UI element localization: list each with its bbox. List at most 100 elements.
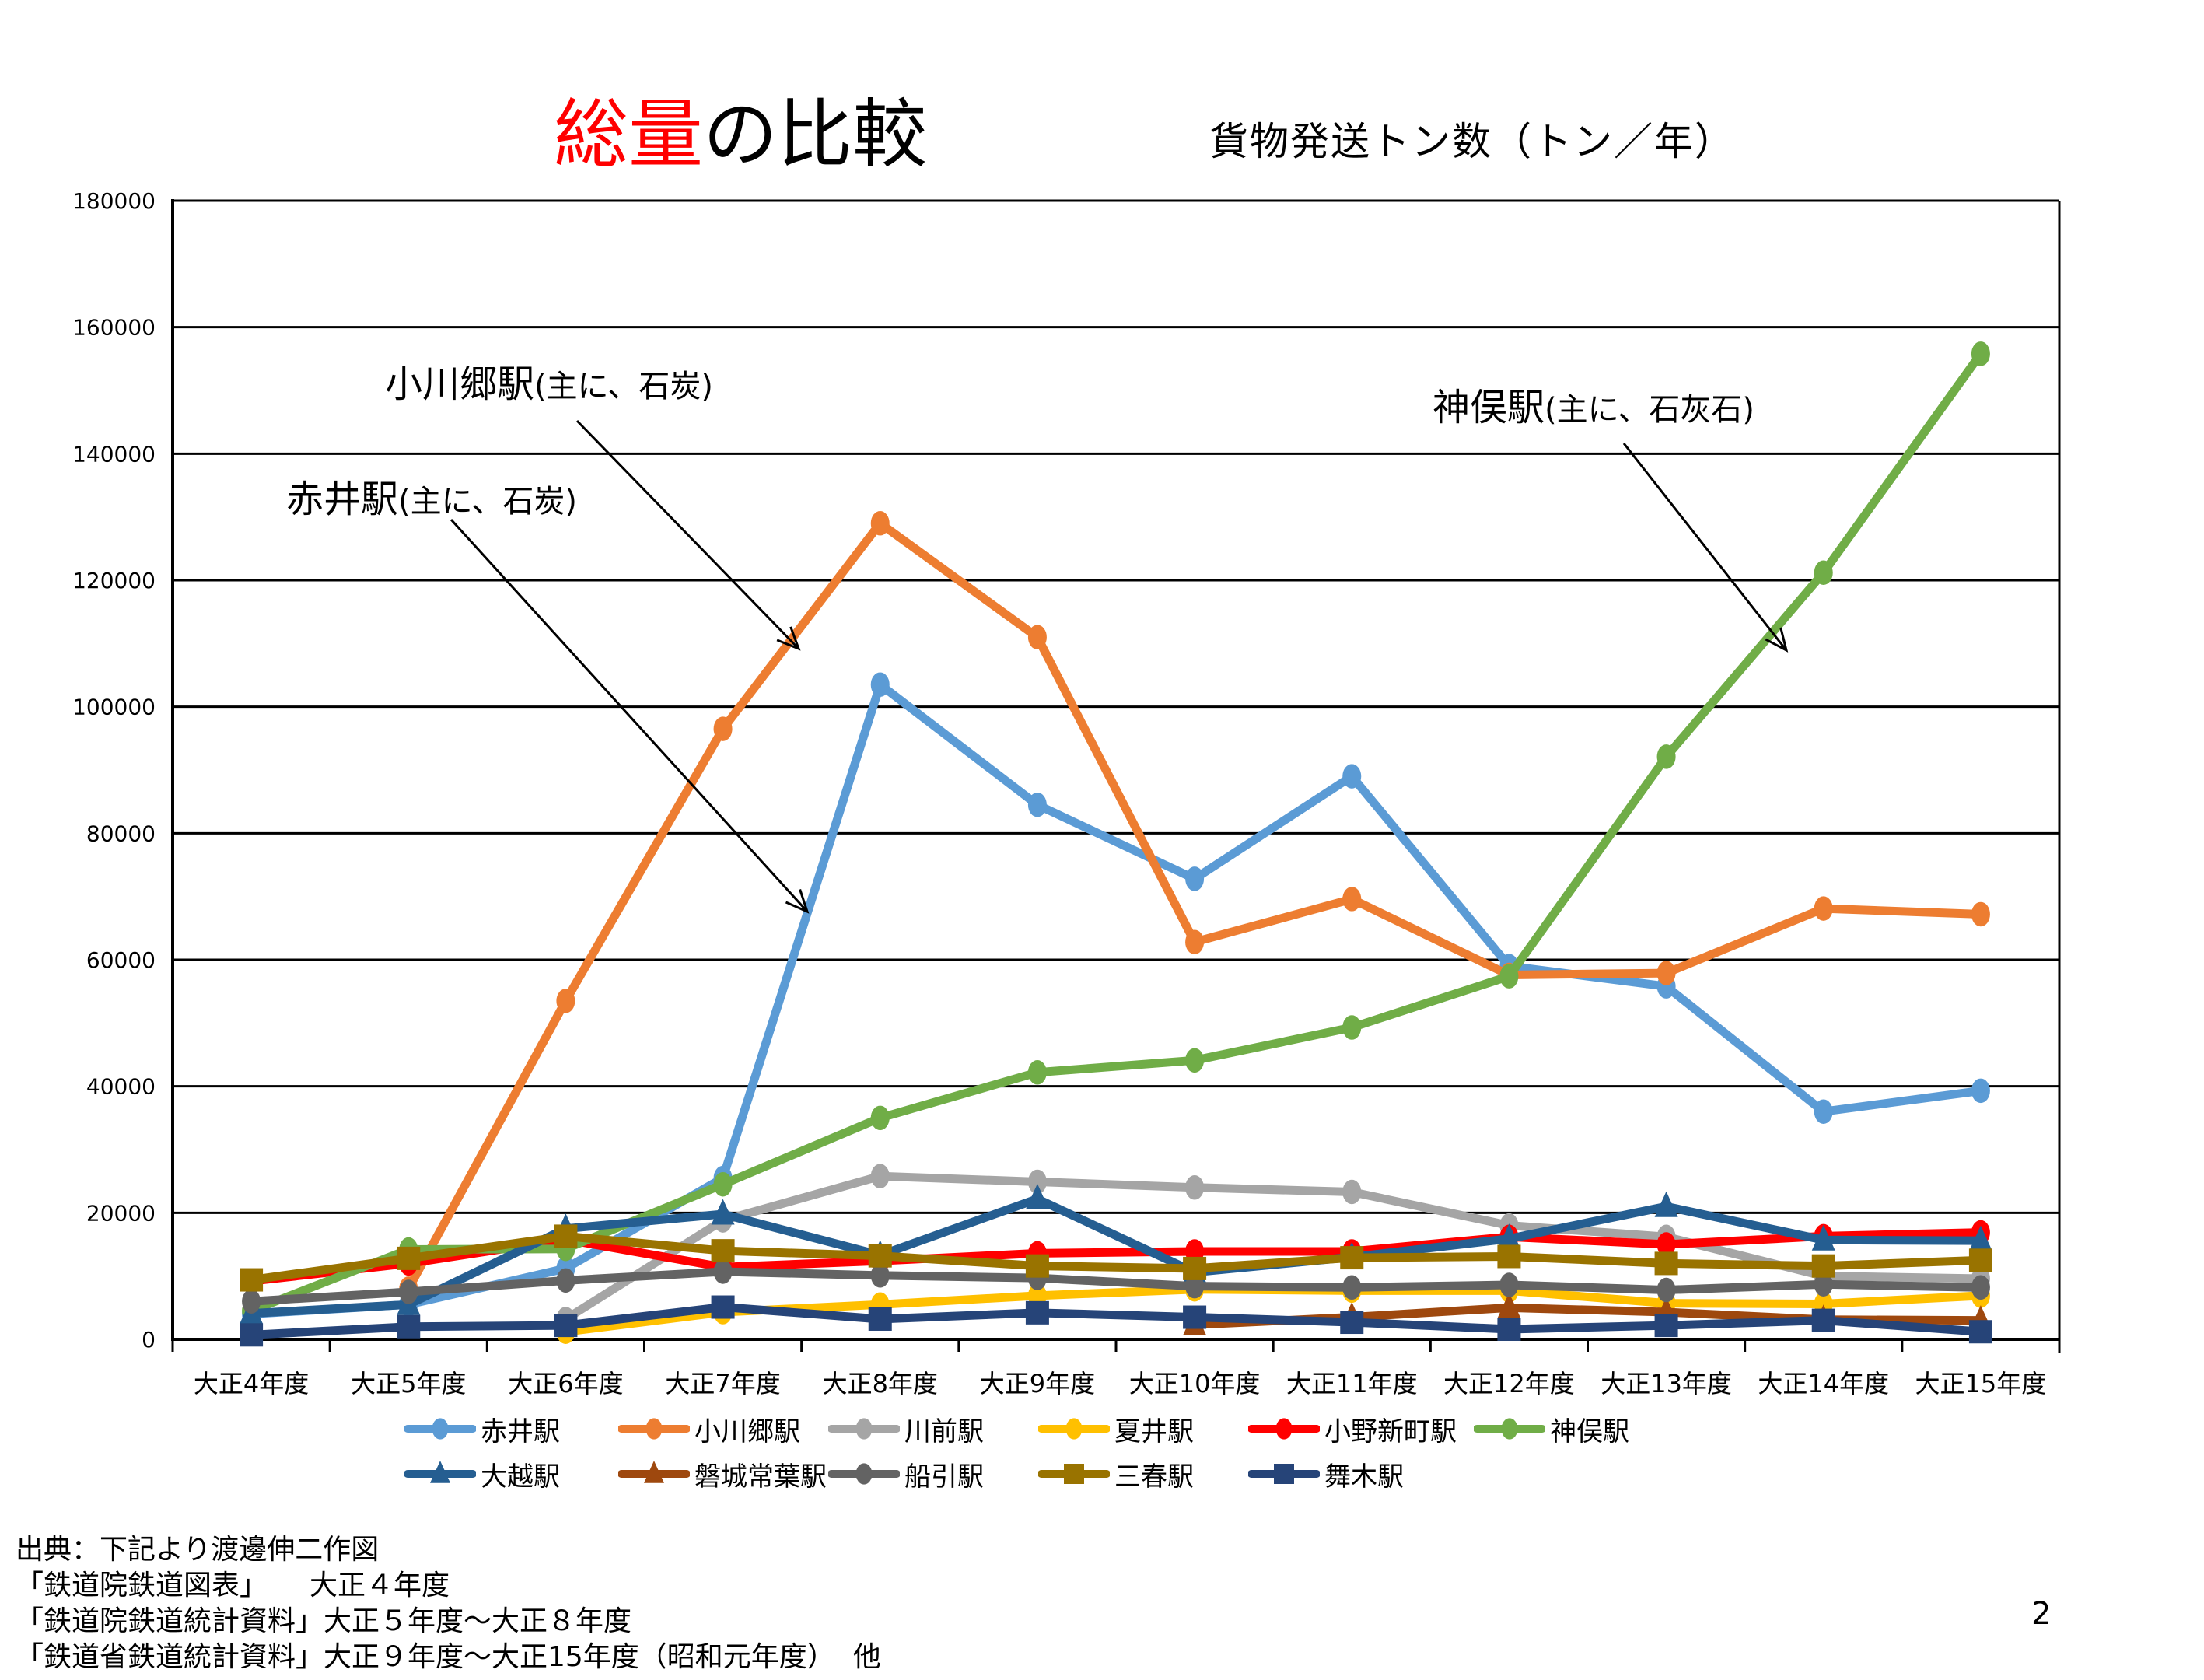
data-point (1027, 625, 1047, 649)
legend-marker (430, 1461, 450, 1483)
data-point (870, 1263, 890, 1288)
legend-swatch-icon (1248, 1464, 1320, 1484)
y-tick-label: 160000 (72, 315, 156, 341)
x-tick-label: 大正14年度 (1758, 1369, 1889, 1398)
series-line (404, 519, 1985, 1293)
annotation-note: (主に、石炭) (534, 369, 713, 404)
data-point (1814, 1272, 1833, 1297)
legend-label: 川前駅 (904, 1416, 984, 1447)
data-point (240, 1323, 264, 1347)
data-point (1342, 1275, 1362, 1300)
source-note: 出典：下記より渡邊伸二作図 「鉄道院鉄道図表」 大正４年度 「鉄道院鉄道統計資料… (16, 1532, 881, 1675)
data-point (1342, 764, 1362, 789)
legend-marker (855, 1463, 873, 1485)
legend-label: 大越駅 (481, 1461, 560, 1493)
annotation-note: (主に、石炭) (398, 484, 577, 520)
data-point (1811, 1308, 1835, 1332)
annotation-station: 赤井駅 (286, 478, 398, 521)
data-point (1656, 744, 1676, 769)
data-point (711, 1295, 735, 1319)
data-point (397, 1314, 421, 1339)
legend-item: 三春駅 (1038, 1454, 1194, 1493)
legend-label: 神俣駅 (1550, 1416, 1629, 1447)
data-point (1499, 964, 1519, 989)
legend-item: 夏井駅 (1038, 1409, 1194, 1448)
legend-item: 神俣駅 (1474, 1409, 1629, 1448)
source-heading: 出典：下記より渡邊伸二作図 (16, 1534, 380, 1566)
series-line (247, 1303, 1985, 1339)
legend-item: 小川郷駅 (618, 1409, 800, 1448)
data-point (711, 1239, 735, 1263)
legend-swatch-icon (828, 1463, 900, 1485)
page-number: 2 (2031, 1596, 2052, 1632)
x-tick-label: 大正5年度 (351, 1369, 466, 1398)
data-point (1183, 1305, 1207, 1329)
y-tick-label: 100000 (72, 695, 156, 720)
data-point (1811, 1224, 1835, 1251)
data-point (870, 1105, 890, 1131)
legend-swatch-icon (1038, 1464, 1110, 1484)
x-tick-label: 大正7年度 (665, 1369, 780, 1398)
legend-swatch-icon (1248, 1418, 1320, 1440)
data-point (713, 1259, 733, 1284)
data-point (1185, 866, 1205, 891)
data-point (1654, 1191, 1678, 1217)
series-line (247, 1231, 1985, 1285)
data-point (1497, 1317, 1521, 1341)
data-point (554, 1224, 578, 1248)
legend-marker (1065, 1418, 1083, 1440)
y-tick-label: 20000 (86, 1200, 156, 1226)
data-point (713, 716, 733, 741)
data-point (1025, 1300, 1049, 1325)
x-tick-label: 大正8年度 (823, 1369, 938, 1398)
data-point (1971, 341, 1990, 366)
annotation-station: 小川郷駅 (385, 362, 534, 406)
source-line: 「鉄道院鉄道図表」 大正４年度 (16, 1570, 450, 1601)
x-tick-label: 大正13年度 (1601, 1369, 1732, 1398)
legend-marker (1275, 1418, 1293, 1440)
data-point (399, 1279, 418, 1304)
x-tick-label: 大正11年度 (1286, 1369, 1418, 1398)
data-point (554, 1314, 578, 1338)
data-point (1814, 896, 1833, 921)
data-point (1342, 887, 1362, 912)
data-point (242, 1289, 261, 1314)
data-point (1814, 1099, 1833, 1124)
data-point (1025, 1183, 1049, 1209)
data-point (1027, 792, 1047, 817)
legend-label: 小野新町駅 (1324, 1416, 1457, 1447)
y-tick-label: 80000 (86, 821, 156, 846)
legend-label: 舞木駅 (1324, 1461, 1404, 1493)
arrowhead-icon (1765, 627, 1789, 653)
chart-subtitle: 貨物発送トン数（トン／年） (1209, 119, 1735, 164)
y-tick-label: 40000 (86, 1074, 156, 1100)
data-point (1497, 1244, 1521, 1269)
data-point (1499, 1272, 1519, 1297)
arrowhead-icon (776, 626, 801, 651)
axes: 0 20000 40000 60000 80000 100000 120000 140000 1… (72, 188, 2061, 1398)
data-point (1340, 1246, 1364, 1270)
chart-title-rest: の比較 (703, 91, 927, 178)
data-point (556, 989, 575, 1013)
x-tick-label: 大正15年度 (1915, 1369, 2047, 1398)
annotation-station: 神俣駅 (1433, 386, 1545, 429)
legend-label: 夏井駅 (1114, 1416, 1194, 1447)
chart-title-highlight: 総量 (554, 91, 703, 178)
data-point (397, 1246, 421, 1270)
data-point (1497, 1292, 1521, 1318)
legend-swatch-icon (404, 1461, 476, 1483)
y-tick-label: 140000 (72, 441, 156, 467)
series-line (247, 1267, 1985, 1306)
data-point (870, 511, 890, 536)
y-tick-label: 60000 (86, 947, 156, 973)
annotation-arrow (575, 419, 800, 650)
data-point (1342, 1179, 1362, 1205)
y-tick-label: 180000 (72, 188, 156, 214)
legend-marker (1501, 1418, 1518, 1440)
data-point (1025, 1254, 1049, 1278)
series-11 (240, 1295, 1992, 1347)
data-point (1185, 1048, 1205, 1073)
data-point (1183, 1256, 1207, 1280)
data-point (1971, 901, 1990, 927)
